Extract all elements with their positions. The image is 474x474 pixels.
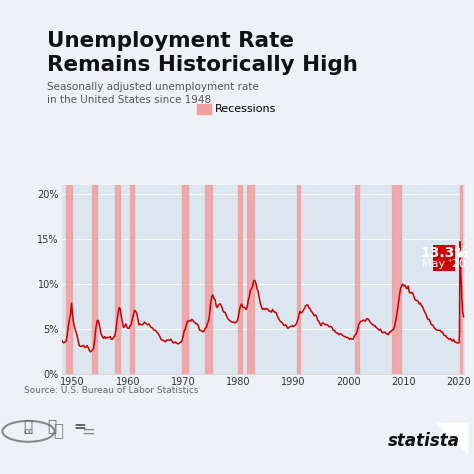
Bar	[66, 185, 72, 374]
FancyBboxPatch shape	[433, 246, 455, 271]
Bar	[92, 185, 98, 374]
Text: ⓒ: ⓒ	[24, 419, 33, 434]
Bar	[246, 185, 254, 374]
Legend: Recessions: Recessions	[193, 99, 281, 119]
Text: ⓘ: ⓘ	[47, 419, 56, 434]
Bar	[460, 185, 462, 374]
Bar	[355, 185, 359, 374]
Text: =: =	[73, 419, 86, 434]
Bar	[392, 185, 401, 374]
Text: Seasonally adjusted unemployment rate: Seasonally adjusted unemployment rate	[47, 82, 259, 92]
Text: in the United States since 1948: in the United States since 1948	[47, 95, 211, 105]
Bar	[238, 185, 242, 374]
Polygon shape	[438, 424, 467, 453]
Bar	[205, 185, 212, 374]
Text: =: =	[81, 422, 95, 440]
Text: statista: statista	[388, 432, 460, 450]
Bar	[115, 185, 119, 374]
Bar	[129, 185, 135, 374]
Text: 13.3%: 13.3%	[420, 246, 468, 260]
Bar	[297, 185, 300, 374]
Bar	[182, 185, 188, 374]
Point	[456, 251, 464, 258]
Text: Unemployment Rate: Unemployment Rate	[47, 31, 294, 51]
Text: Source: U.S. Bureau of Labor Statistics: Source: U.S. Bureau of Labor Statistics	[24, 386, 198, 395]
Text: cc: cc	[23, 427, 34, 436]
Text: May '20: May '20	[422, 258, 466, 269]
Text: Remains Historically High: Remains Historically High	[47, 55, 358, 74]
Text: ⓘ: ⓘ	[53, 422, 63, 440]
